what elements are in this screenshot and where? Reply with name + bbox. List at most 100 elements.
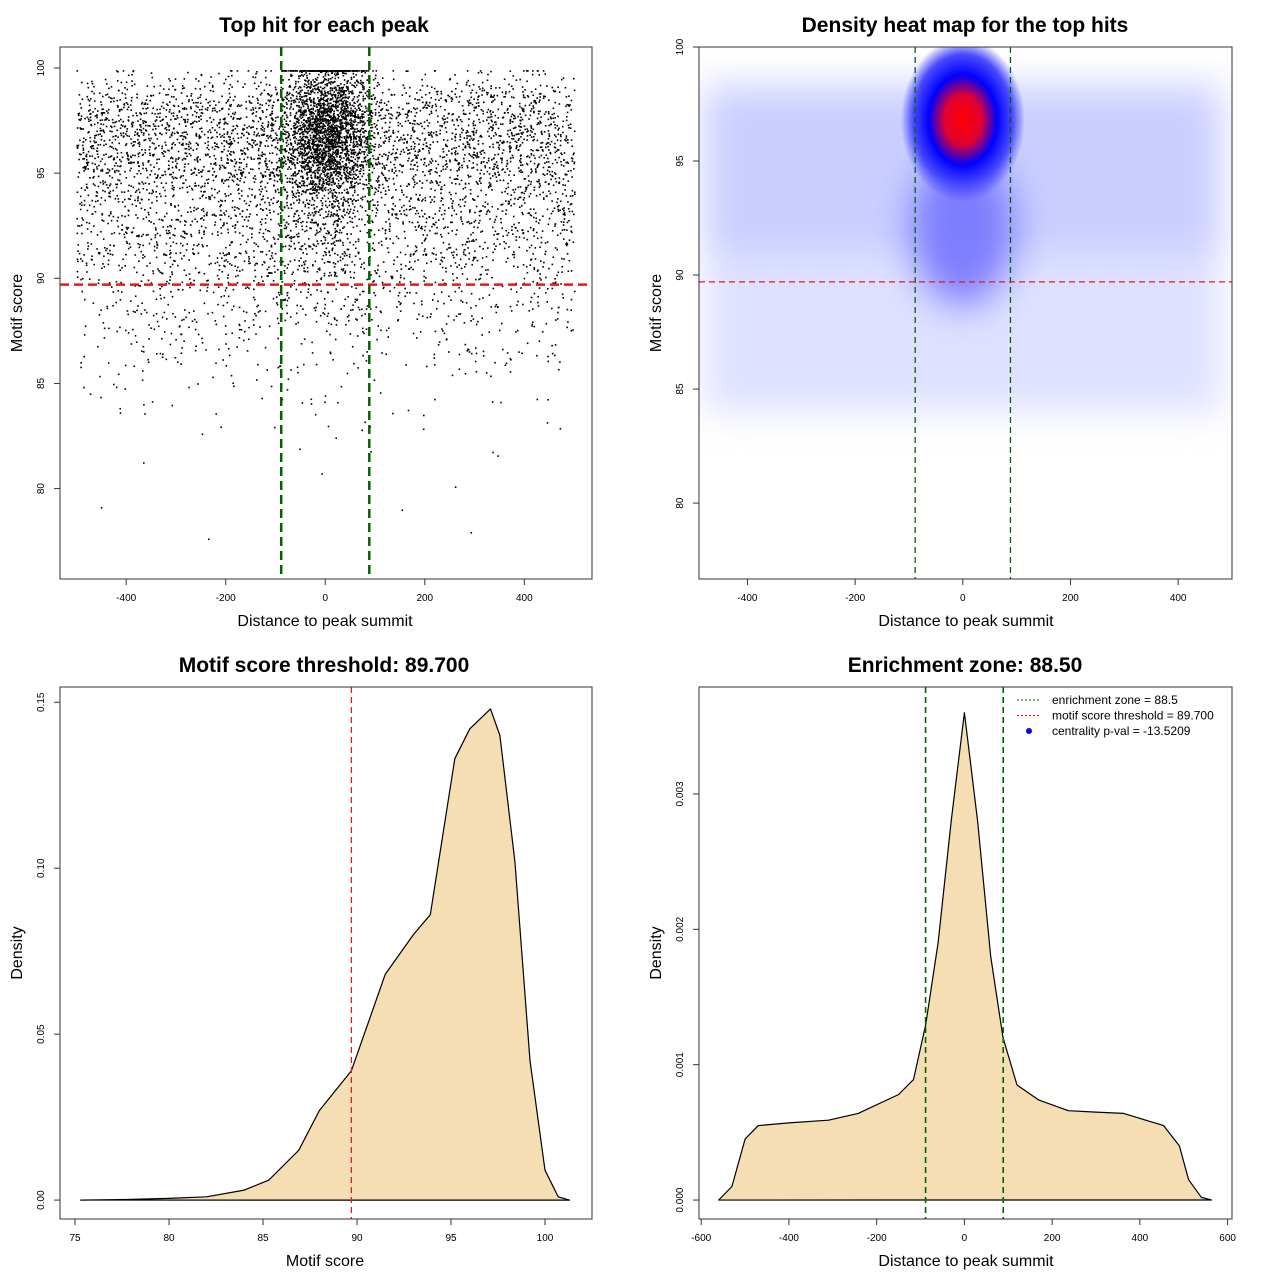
data-point <box>87 150 90 153</box>
data-point <box>100 123 102 125</box>
data-point <box>169 173 171 176</box>
data-point <box>153 125 156 127</box>
data-point <box>373 280 375 282</box>
data-point <box>554 117 556 119</box>
data-point <box>101 170 104 172</box>
data-point <box>157 113 159 115</box>
data-point <box>532 139 534 142</box>
data-point <box>194 182 196 184</box>
data-point <box>169 232 171 234</box>
data-point <box>245 311 248 314</box>
data-point <box>464 186 467 189</box>
data-point <box>88 204 91 207</box>
data-point <box>440 197 443 199</box>
data-point <box>211 214 214 216</box>
data-point <box>137 305 139 307</box>
data-point <box>257 102 259 104</box>
data-point <box>520 169 522 171</box>
data-point <box>506 141 509 143</box>
data-point <box>481 257 484 259</box>
data-point <box>190 147 192 150</box>
data-point <box>91 90 93 93</box>
data-point <box>144 182 147 184</box>
data-point <box>419 180 421 182</box>
data-point <box>356 101 359 103</box>
data-point <box>444 168 447 170</box>
data-point <box>111 118 114 121</box>
data-point <box>245 216 248 218</box>
data-point <box>237 141 239 144</box>
data-point <box>282 260 284 263</box>
data-point <box>248 338 250 341</box>
data-point <box>517 115 519 118</box>
data-point <box>433 196 436 198</box>
data-point <box>170 290 172 293</box>
data-point <box>164 141 167 144</box>
data-point <box>513 96 515 99</box>
data-point <box>543 174 546 176</box>
data-point <box>249 227 251 229</box>
data-point <box>428 150 430 152</box>
data-point <box>108 282 111 284</box>
data-point <box>562 178 565 180</box>
data-point <box>118 108 121 111</box>
data-point <box>266 275 268 277</box>
data-point <box>450 100 453 103</box>
data-point <box>492 143 494 146</box>
data-point <box>121 92 124 94</box>
data-point <box>137 188 140 191</box>
data-point <box>439 124 441 127</box>
data-point <box>466 350 469 352</box>
data-point <box>514 117 517 119</box>
data-point <box>456 119 459 122</box>
data-point <box>156 185 158 188</box>
data-point <box>545 146 547 149</box>
data-point <box>220 136 222 138</box>
data-point <box>530 152 533 155</box>
data-point <box>223 128 225 130</box>
data-point <box>409 86 411 89</box>
data-point <box>346 200 349 202</box>
data-point <box>519 122 522 125</box>
data-point <box>115 183 117 186</box>
data-point <box>338 115 340 118</box>
data-point <box>536 398 539 401</box>
data-point <box>414 154 416 156</box>
data-point <box>157 325 160 328</box>
data-point <box>520 107 523 109</box>
data-point <box>207 101 209 104</box>
data-point <box>198 229 201 232</box>
data-point <box>259 310 261 312</box>
data-point <box>78 94 81 96</box>
data-point <box>224 214 226 216</box>
data-point <box>85 262 88 265</box>
data-point <box>177 204 180 207</box>
data-point <box>156 162 158 164</box>
data-point <box>284 245 287 248</box>
data-point <box>150 170 153 172</box>
data-point <box>523 197 526 199</box>
data-point <box>451 205 453 207</box>
data-point <box>266 369 268 371</box>
data-point <box>380 108 383 111</box>
data-point <box>465 195 467 198</box>
data-point <box>415 249 418 252</box>
data-point <box>443 302 445 305</box>
data-point <box>557 198 559 200</box>
data-point <box>462 148 464 151</box>
data-point <box>346 211 348 214</box>
data-point <box>191 198 194 201</box>
data-point <box>530 124 532 127</box>
data-point <box>310 174 312 177</box>
data-point <box>110 101 112 103</box>
data-point <box>454 183 457 185</box>
data-point <box>439 155 441 158</box>
data-point <box>148 133 150 136</box>
data-point <box>458 95 461 98</box>
data-point <box>287 234 290 237</box>
data-point <box>334 136 337 138</box>
data-point <box>225 343 227 345</box>
data-point <box>310 104 312 107</box>
data-point <box>297 218 300 221</box>
data-point <box>540 241 543 244</box>
